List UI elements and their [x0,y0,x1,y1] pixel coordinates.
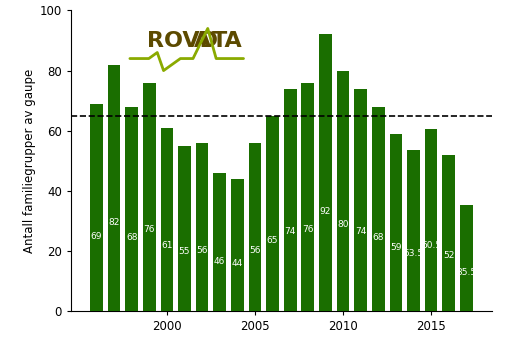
Text: 69: 69 [91,232,102,241]
Text: 76: 76 [302,225,313,234]
Bar [107,65,120,311]
Bar [425,129,438,311]
Text: 56: 56 [249,246,261,255]
Text: TA: TA [212,31,243,52]
Text: 56: 56 [196,246,208,255]
Bar [284,89,297,311]
Bar [407,151,420,311]
Text: 68: 68 [126,233,137,242]
Bar [161,128,173,311]
Text: 52: 52 [443,251,454,260]
Bar [443,155,455,311]
Bar [372,107,385,311]
Text: A: A [194,31,211,52]
Text: 92: 92 [320,207,331,216]
Bar [213,173,226,311]
Bar [196,143,208,311]
Bar [143,83,156,311]
Bar [248,143,261,311]
Text: 59: 59 [390,243,402,252]
Bar [302,83,314,311]
Text: 74: 74 [284,227,296,236]
Bar [319,35,332,311]
Bar [266,116,279,311]
Text: 76: 76 [143,225,155,234]
Bar [125,107,138,311]
Text: 60.5: 60.5 [421,242,441,251]
Text: 68: 68 [373,233,384,242]
Bar [231,179,244,311]
Bar [460,204,473,311]
Bar [354,89,367,311]
Bar [90,104,103,311]
Text: 55: 55 [179,247,190,256]
Text: 65: 65 [267,236,278,245]
Text: 44: 44 [232,259,243,268]
Bar [389,134,402,311]
Bar [337,71,349,311]
Text: 82: 82 [108,218,120,227]
Y-axis label: Antall familiegrupper av gaupe: Antall familiegrupper av gaupe [22,69,35,253]
Text: 35.5: 35.5 [456,268,477,277]
Bar [178,146,191,311]
Text: 53.5: 53.5 [404,249,423,258]
Text: 74: 74 [355,227,367,236]
Text: ROVD: ROVD [147,31,218,52]
Text: 80: 80 [337,220,349,229]
Text: 46: 46 [214,257,226,266]
Text: 61: 61 [161,241,173,250]
